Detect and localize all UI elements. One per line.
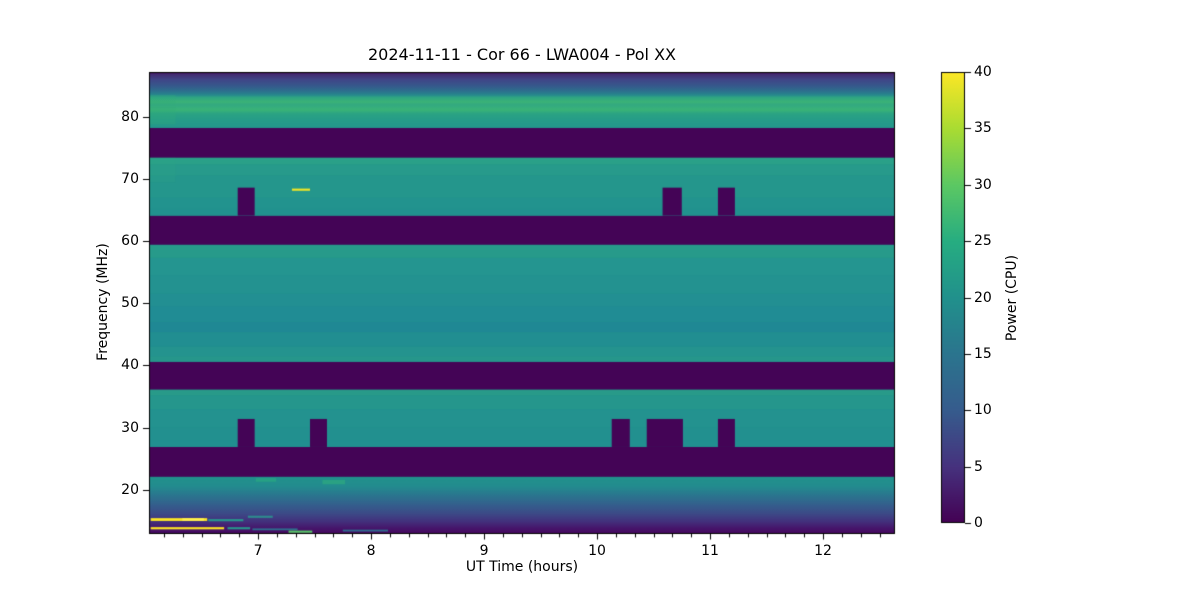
colorbar-tick-label: 5 bbox=[974, 458, 983, 475]
y-tick-label: 60 bbox=[121, 233, 139, 250]
colorbar-tick-label: 15 bbox=[974, 345, 992, 362]
colorbar-tick-label: 10 bbox=[974, 402, 992, 419]
x-tick-label: 12 bbox=[814, 543, 832, 559]
y-tick-label: 20 bbox=[121, 481, 139, 498]
x-tick-label: 9 bbox=[479, 543, 489, 559]
colorbar-tick-label: 0 bbox=[974, 515, 983, 531]
y-tick-label: 50 bbox=[121, 295, 139, 312]
y-tick-label: 70 bbox=[121, 170, 139, 187]
colorbar-tick-label: 25 bbox=[974, 233, 992, 250]
y-tick-label: 80 bbox=[121, 108, 139, 125]
x-tick-label: 10 bbox=[588, 543, 606, 559]
x-tick-label: 8 bbox=[366, 543, 376, 559]
chart-title: 2024-11-11 - Cor 66 - LWA004 - Pol XX bbox=[368, 45, 676, 64]
x-tick-label: 11 bbox=[701, 543, 719, 559]
x-axis-label: UT Time (hours) bbox=[465, 559, 579, 575]
colorbar-tick-label: 40 bbox=[974, 64, 992, 80]
colorbar-tick-label: 35 bbox=[974, 120, 992, 137]
colorbar-tick-label: 20 bbox=[974, 289, 992, 306]
colorbar-tick-label: 30 bbox=[974, 176, 992, 193]
y-tick-label: 30 bbox=[121, 419, 139, 436]
y-tick-label: 40 bbox=[121, 357, 139, 374]
x-tick-label: 7 bbox=[253, 543, 263, 559]
